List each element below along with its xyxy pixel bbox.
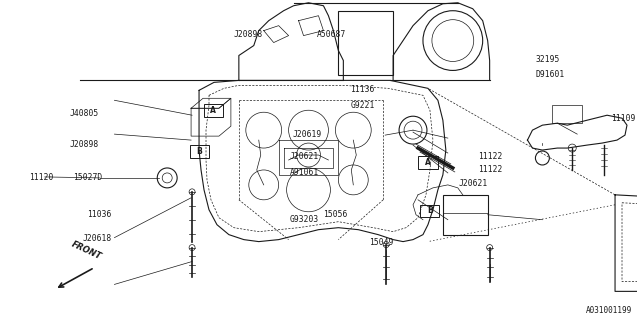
Bar	[204, 104, 223, 117]
Text: B: B	[427, 206, 433, 215]
Text: D91601: D91601	[535, 69, 564, 78]
Text: G9221: G9221	[350, 101, 374, 110]
Text: 11136: 11136	[350, 85, 374, 94]
Text: A: A	[425, 158, 431, 167]
Text: A91061: A91061	[290, 168, 319, 177]
Text: 11122: 11122	[477, 165, 502, 174]
Text: J20621: J20621	[459, 180, 488, 188]
Text: B: B	[196, 147, 202, 156]
Bar	[339, 11, 393, 76]
Bar	[443, 195, 488, 235]
Text: FRONT: FRONT	[70, 240, 102, 261]
Bar	[420, 204, 440, 217]
Text: 15056: 15056	[323, 210, 347, 219]
Text: J20619: J20619	[293, 130, 323, 139]
Text: A: A	[211, 106, 216, 115]
Text: A50687: A50687	[317, 30, 346, 39]
Text: J20898: J20898	[234, 30, 263, 39]
Text: A031001199: A031001199	[586, 306, 632, 315]
Bar	[190, 145, 209, 158]
Text: J20621: J20621	[290, 152, 319, 161]
Bar	[552, 105, 582, 123]
Text: 11122: 11122	[477, 152, 502, 161]
Text: 32195: 32195	[535, 55, 559, 64]
Text: J20898: J20898	[70, 140, 99, 148]
Text: G93203: G93203	[290, 215, 319, 224]
Text: 15027D: 15027D	[73, 173, 102, 182]
Text: 11036: 11036	[87, 210, 111, 219]
Text: 11109: 11109	[611, 114, 636, 123]
Text: J20618: J20618	[82, 234, 111, 243]
Text: J40805: J40805	[70, 109, 99, 118]
Text: 15049: 15049	[369, 238, 394, 247]
Text: 11120: 11120	[29, 173, 53, 182]
Bar	[419, 156, 438, 169]
